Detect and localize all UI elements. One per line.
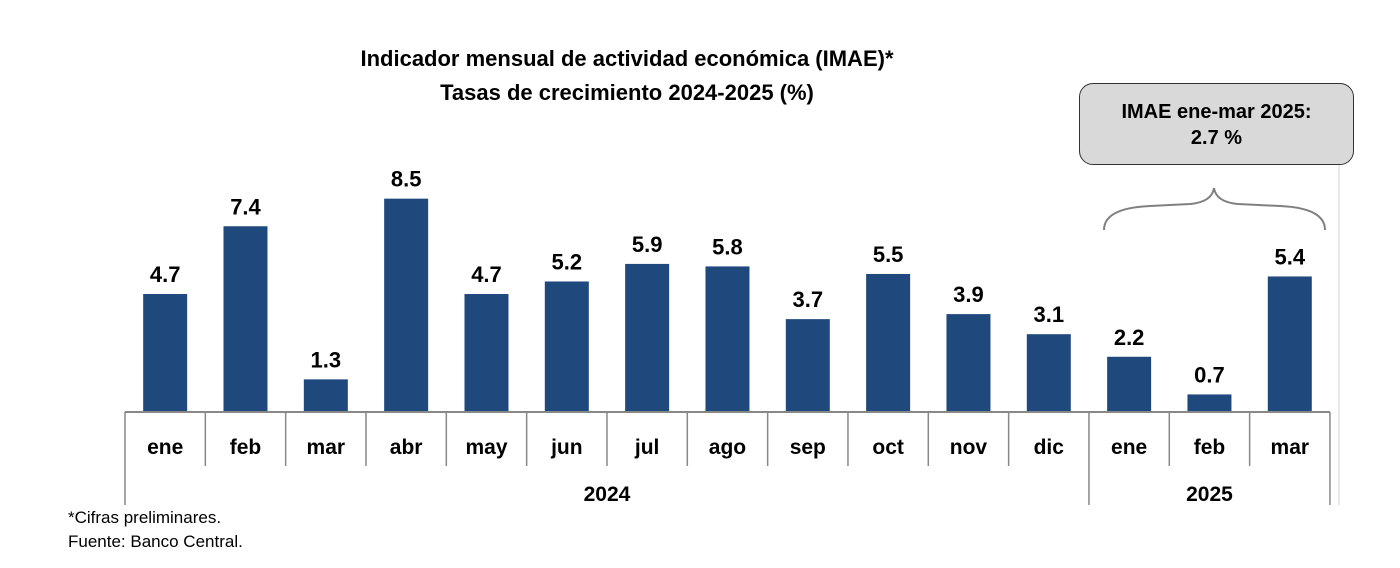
footnote-preliminary: *Cifras preliminares. — [68, 508, 222, 527]
data-label-10: 3.9 — [953, 282, 984, 307]
data-label-8: 3.7 — [793, 287, 824, 312]
data-label-1: 7.4 — [230, 194, 261, 219]
tick-label-2: mar — [307, 436, 346, 459]
bar-12 — [1107, 356, 1152, 412]
bar-1 — [223, 226, 268, 412]
bar-5 — [544, 281, 589, 412]
data-label-14: 5.4 — [1274, 244, 1305, 269]
tick-label-3: abr — [390, 436, 423, 459]
tick-label-6: jul — [634, 436, 660, 459]
tick-label-13: feb — [1194, 436, 1226, 459]
data-label-11: 3.1 — [1033, 302, 1064, 327]
brace-icon — [1103, 187, 1326, 231]
annotation-box: IMAE ene-mar 2025: 2.7 % — [1079, 83, 1354, 165]
tick-label-12: ene — [1111, 436, 1147, 459]
tick-label-9: oct — [872, 436, 904, 459]
bar-13 — [1187, 394, 1232, 412]
group-label-0: 2024 — [584, 483, 631, 506]
data-label-9: 5.5 — [873, 242, 904, 267]
tick-label-1: feb — [230, 436, 262, 459]
data-label-3: 8.5 — [391, 167, 422, 192]
bar-10 — [946, 314, 991, 412]
bar-6 — [625, 263, 670, 412]
bar-9 — [866, 273, 911, 412]
bar-0 — [143, 294, 188, 412]
annotation-line2: 2.7 % — [1190, 127, 1243, 149]
tick-label-11: dic — [1034, 436, 1065, 459]
tick-label-8: sep — [790, 436, 826, 459]
bar-3 — [384, 198, 429, 412]
data-label-12: 2.2 — [1114, 325, 1145, 350]
bar-2 — [303, 379, 348, 412]
data-label-6: 5.9 — [632, 232, 663, 257]
tick-label-14: mar — [1271, 436, 1310, 459]
tick-label-0: ene — [147, 436, 183, 459]
data-label-0: 4.7 — [150, 262, 181, 287]
data-label-2: 1.3 — [311, 347, 342, 372]
data-label-4: 4.7 — [471, 262, 502, 287]
tick-label-10: nov — [950, 436, 988, 459]
annotation-line1: IMAE ene-mar 2025: — [1121, 101, 1312, 123]
data-label-5: 5.2 — [552, 249, 583, 274]
chart-subtitle: Tasas de crecimiento 2024-2025 (%) — [440, 80, 814, 105]
data-label-7: 5.8 — [712, 234, 743, 259]
footnote-source: Fuente: Banco Central. — [68, 532, 243, 551]
group-label-1: 2025 — [1186, 483, 1233, 506]
data-label-13: 0.7 — [1194, 362, 1225, 387]
tick-label-5: jun — [550, 436, 583, 459]
bar-7 — [705, 266, 750, 412]
bar-8 — [785, 319, 830, 412]
chart-title: Indicador mensual de actividad económica… — [360, 46, 894, 71]
tick-label-7: ago — [709, 436, 746, 459]
bar-14 — [1267, 276, 1312, 412]
tick-label-4: may — [465, 436, 507, 459]
bar-4 — [464, 294, 509, 412]
bar-11 — [1026, 334, 1071, 412]
